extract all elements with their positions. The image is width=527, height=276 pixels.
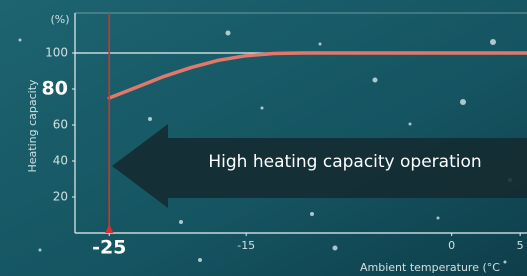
x-tick-label: -15 bbox=[237, 239, 255, 252]
y-tick-label: 40 bbox=[53, 154, 68, 168]
y-tick-label: 20 bbox=[53, 190, 68, 204]
y-unit: (%) bbox=[50, 13, 69, 26]
x-tick-label: 5 bbox=[517, 239, 524, 252]
x-tick-label: 0 bbox=[448, 239, 455, 252]
chart: (%) Heating capacity Ambient temperature… bbox=[0, 0, 527, 276]
page: (%) Heating capacity Ambient temperature… bbox=[0, 0, 527, 276]
x-tick-label: -25 bbox=[92, 237, 126, 259]
y-tick-label: 100 bbox=[45, 46, 68, 60]
y-tick-label: 80 bbox=[42, 78, 68, 100]
y-axis-label: Heating capacity bbox=[26, 79, 39, 173]
annotation-text: High heating capacity operation bbox=[208, 152, 481, 172]
y-tick-label: 60 bbox=[53, 118, 68, 132]
x-axis-label: Ambient temperature (°C bbox=[360, 261, 500, 274]
